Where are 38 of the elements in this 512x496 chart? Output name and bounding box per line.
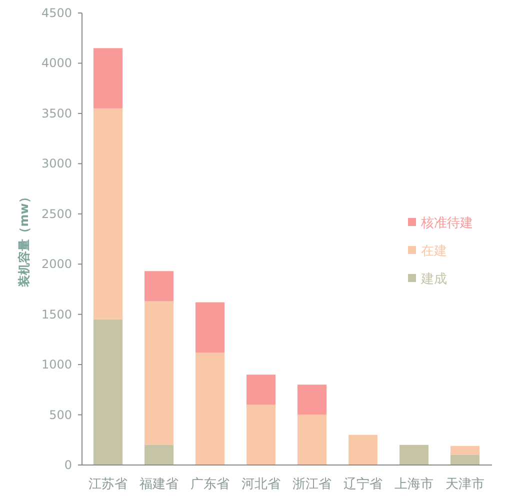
x-tick-label: 上海市 [394,477,434,492]
y-tick-label: 0 [64,458,72,472]
bar [400,444,428,465]
legend-label: 建成 [420,272,447,287]
bar [246,374,276,405]
x-tick-label: 天津市 [446,477,484,492]
y-tick-label: 3500 [41,106,72,120]
y-tick-label: 500 [49,408,72,422]
bar [450,446,480,455]
y-tick-label: 1000 [41,358,72,372]
bar [196,302,224,352]
bar [348,434,378,465]
bar [144,271,174,302]
bar [298,414,326,465]
x-tick-label: 辽宁省 [344,476,382,492]
y-tick-label: 3000 [41,156,72,171]
bar [144,444,174,465]
y-tick-label: 4500 [41,6,72,20]
y-tick-label: 2500 [41,206,72,221]
x-tick-label: 福建省 [140,477,178,492]
x-tick-label: 广东省 [190,477,230,492]
bar [450,454,480,465]
y-tick-label: 4000 [41,56,72,70]
bar [298,384,326,415]
bar [246,404,276,465]
bar [94,319,122,465]
bar [94,48,122,108]
y-axis-title: 装机容量（mw） [17,191,31,288]
x-tick-label: 浙江省 [292,477,332,492]
legend-label: 核准待建 [420,216,473,231]
y-tick-label: 2000 [41,257,72,272]
bar [94,108,122,320]
bar [144,301,174,445]
legend-label: 在建 [421,244,447,259]
bar [196,352,224,465]
x-tick-label: 江苏省 [88,477,128,492]
x-tick-label: 河北省 [242,477,280,492]
y-tick-label: 1500 [41,307,72,322]
